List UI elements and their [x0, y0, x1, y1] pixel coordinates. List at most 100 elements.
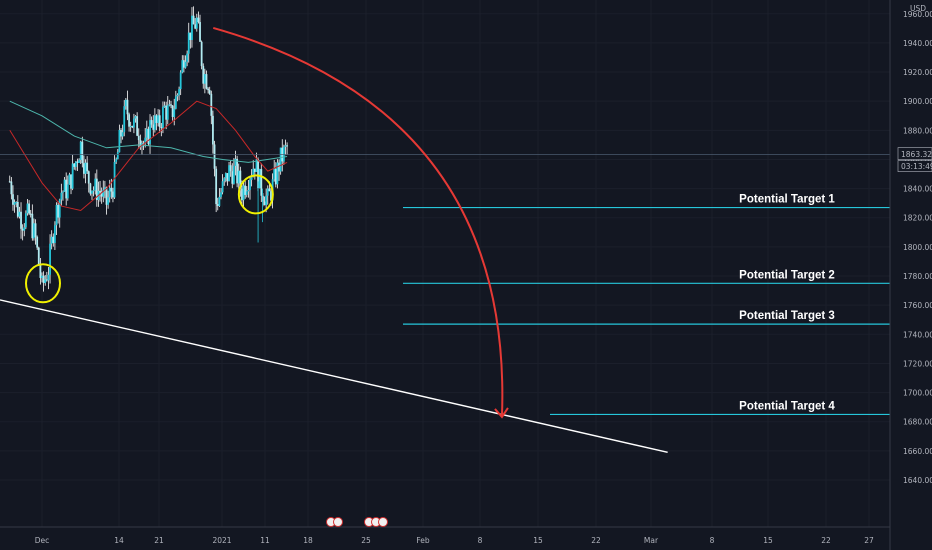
- support-trendline[interactable]: [0, 299, 668, 453]
- event-marker-icon[interactable]: [333, 517, 343, 527]
- candle-body: [224, 173, 227, 179]
- candle-body: [258, 168, 261, 189]
- candle-body: [134, 116, 137, 119]
- candle-body: [200, 41, 203, 66]
- candle-body: [94, 178, 97, 191]
- candle-body: [113, 161, 116, 198]
- candle-body: [286, 145, 288, 147]
- target-label-4: Potential Target 4: [739, 400, 835, 412]
- candle-body: [21, 228, 24, 231]
- candle-body: [91, 190, 93, 194]
- candle-body: [62, 191, 64, 193]
- candle-body: [207, 88, 209, 91]
- candle-body: [250, 176, 253, 180]
- candle-body: [131, 125, 134, 128]
- candle-body: [18, 211, 21, 217]
- price-axis[interactable]: [890, 0, 932, 550]
- candle-body: [129, 125, 132, 127]
- candle-body: [239, 170, 242, 189]
- candle-body: [181, 60, 184, 73]
- candle-body: [255, 159, 258, 172]
- candle-body: [218, 196, 221, 206]
- candle-body: [176, 94, 179, 97]
- candle-body: [60, 192, 63, 200]
- candle-body: [70, 174, 72, 189]
- y-tick-label: 1860.00: [903, 155, 932, 164]
- candle-body: [174, 96, 177, 109]
- candle-body: [110, 187, 113, 192]
- projection-curve[interactable]: [212, 26, 504, 417]
- candle-body: [13, 202, 16, 205]
- candle-body: [112, 191, 114, 198]
- candle-body: [212, 115, 214, 145]
- candle-body: [168, 104, 171, 106]
- candle-body: [58, 199, 61, 218]
- candle-body: [36, 236, 39, 248]
- candle-body: [20, 211, 22, 229]
- candle-body: [184, 61, 187, 68]
- candle-body: [76, 161, 79, 163]
- candle-body: [194, 24, 197, 29]
- target-label-1: Potential Target 1: [739, 194, 835, 206]
- moving-average-teal: [9, 100, 288, 163]
- candle-body: [31, 213, 34, 239]
- candle-body: [147, 128, 150, 145]
- candle-body: [73, 163, 76, 167]
- highlight-circle-2[interactable]: [237, 174, 274, 215]
- candle-body: [133, 118, 135, 128]
- candle-body: [166, 105, 169, 120]
- last-price-badge: [897, 147, 932, 160]
- candle-body: [47, 274, 50, 281]
- candle-body: [234, 158, 237, 166]
- x-tick-label: Feb: [416, 536, 430, 545]
- candle-body: [179, 72, 182, 90]
- candle-body: [41, 275, 43, 278]
- candle-body: [192, 15, 195, 25]
- candle-body: [103, 187, 106, 190]
- candle-body: [33, 223, 35, 239]
- candle-body: [186, 53, 189, 62]
- candle-body: [153, 115, 156, 130]
- candle-body: [229, 165, 232, 172]
- candle-body: [86, 162, 89, 172]
- candle-body: [66, 184, 69, 199]
- candle-body: [115, 159, 118, 162]
- candle-body: [216, 204, 219, 206]
- candle-body: [71, 163, 74, 189]
- candle-body: [39, 264, 42, 278]
- y-tick-label: 1660.00: [903, 447, 932, 456]
- x-tick-label: 15: [763, 536, 773, 545]
- candle-body: [74, 161, 77, 167]
- moving-average-red: [9, 100, 288, 212]
- y-tick-label: 1720.00: [903, 359, 932, 368]
- candle-body: [12, 194, 14, 205]
- candle-body: [197, 17, 200, 23]
- candle-body: [49, 243, 51, 275]
- candle-body: [187, 32, 190, 54]
- candle-body: [16, 201, 19, 217]
- candle-body: [202, 65, 205, 84]
- candle-body: [163, 105, 166, 107]
- candle-body: [247, 189, 250, 192]
- y-tick-label: 1640.00: [903, 476, 932, 485]
- candle-body: [236, 158, 239, 184]
- highlight-circle-1[interactable]: [25, 263, 61, 304]
- candle-body: [273, 169, 276, 180]
- y-tick-label: 1740.00: [903, 330, 932, 339]
- candle-body: [270, 191, 272, 201]
- candle-body: [210, 93, 213, 116]
- candle-body: [245, 191, 248, 195]
- candle-body: [191, 15, 193, 40]
- x-tick-label: 8: [478, 536, 483, 545]
- candle-body: [231, 171, 234, 184]
- x-tick-label: 25: [361, 536, 371, 545]
- event-marker-icon[interactable]: [378, 517, 388, 527]
- candle-body: [284, 145, 287, 147]
- candle-body: [34, 223, 37, 237]
- candle-body: [78, 159, 80, 163]
- candle-body: [257, 159, 259, 189]
- candle-body: [263, 201, 266, 206]
- x-tick-label: 11: [260, 536, 270, 545]
